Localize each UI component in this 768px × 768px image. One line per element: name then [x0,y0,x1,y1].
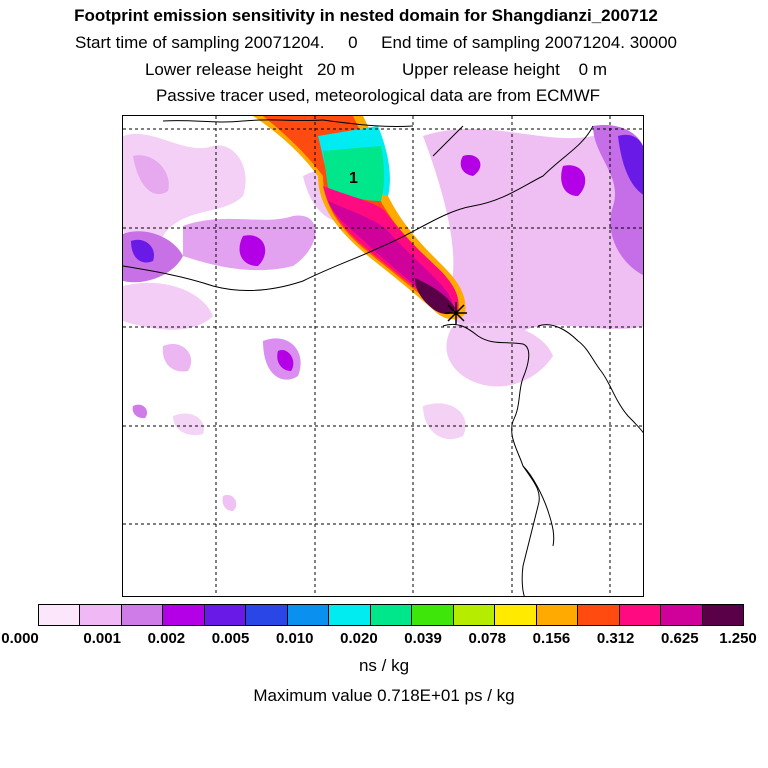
maximum-value-text: Maximum value 0.718E+01 ps / kg [253,686,515,705]
colorbar-swatch [287,605,330,625]
map-panel [122,115,644,597]
colorbar-swatch [578,605,620,625]
colorbar-swatch [412,605,454,625]
colorbar-tick-label: 0.020 [340,630,378,647]
release-point-marker [445,302,467,324]
colorbar [38,604,744,626]
tracer-info-line: Passive tracer used, meteorological data… [155,86,601,105]
colorbar-swatch [661,605,703,625]
colorbar-tick-label: 0.625 [661,630,699,647]
colorbar-tick-label: 1.250 [719,630,757,647]
colorbar-swatch [80,605,122,625]
colorbar-swatch [329,605,371,625]
colorbar-swatch [370,605,413,625]
colorbar-tick-label: 0.039 [404,630,442,647]
colorbar-swatch [495,605,537,625]
colorbar-tick-label: 0.078 [468,630,507,647]
colorbar-swatch [619,605,662,625]
colorbar-swatch [453,605,496,625]
colorbar-swatch [39,605,81,625]
colorbar-swatch [536,605,579,625]
colorbar-swatch [121,605,164,625]
colorbar-tick-label: 0.002 [147,630,186,647]
colorbar-swatch [163,605,205,625]
colorbar-tick-label: 0.312 [596,630,635,647]
colorbar-tick-label: 0.005 [211,630,250,647]
colorbar-swatch [702,605,743,625]
map-title: Footprint emission sensitivity in nested… [74,6,658,25]
footprint-map [123,116,643,596]
boundaries-coastline [123,119,643,596]
release-height-line: Lower release height 20 m Upper release … [144,60,608,79]
colorbar-tick-label: 0.010 [275,630,314,647]
colorbar-swatch [204,605,247,625]
colorbar-tick-label: 0.156 [532,630,571,647]
colorbar-tick-label: 0.001 [83,630,121,647]
colorbar-unit: ns / kg [358,656,410,675]
colorbar-tick-label: 0.000 [1,630,39,647]
sampling-time-line: Start time of sampling 20071204. 0 End t… [75,33,677,52]
plume-contour-label: 1 [349,170,358,187]
emission-plume [253,116,466,320]
colorbar-swatch [246,605,288,625]
low-sensitivity-field [123,125,643,511]
